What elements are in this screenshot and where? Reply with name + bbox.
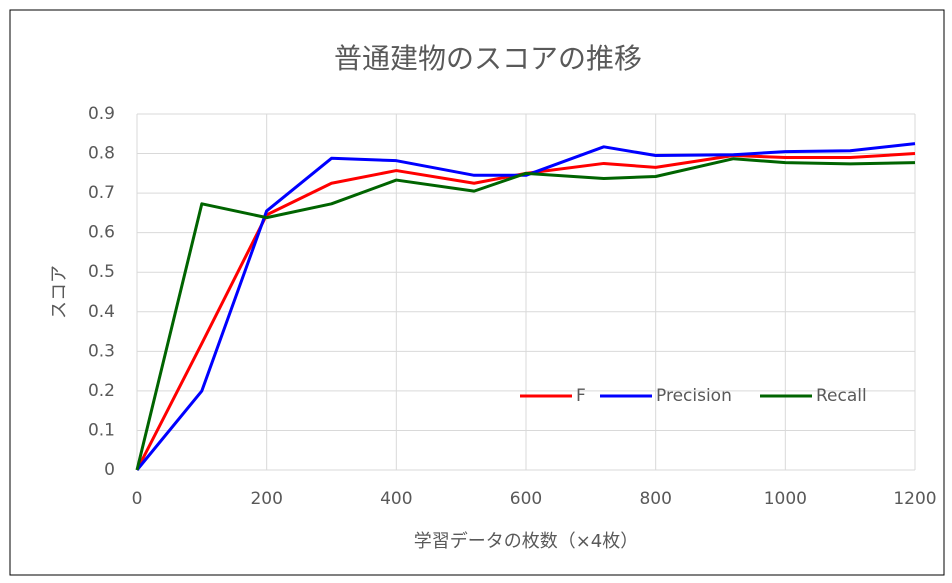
x-tick-label: 800 [639,489,671,509]
legend-label: F [576,386,586,406]
y-tick-label: 0.9 [88,104,115,124]
legend-label: Precision [656,386,732,406]
y-tick-label: 0.1 [88,420,115,440]
y-tick-label: 0.5 [88,262,115,282]
x-axis-label: 学習データの枚数（×4枚） [414,531,639,552]
chart: 普通建物のスコアの推移 学習データの枚数（×4枚） スコア 0 0.1 0.2 0.3… [0,0,952,583]
y-tick-label: 0.3 [88,341,115,361]
x-tick-label: 1200 [893,489,936,509]
y-tick-label: 0.6 [88,223,115,243]
y-tick-label: 0 [104,460,115,480]
y-tick-label: 0.4 [88,302,115,322]
x-tick-label: 200 [250,489,282,509]
chart-title: 普通建物のスコアの推移 [334,42,642,75]
x-tick-label: 1000 [764,489,807,509]
x-tick-label: 600 [510,489,542,509]
legend-label: Recall [816,386,867,406]
y-tick-label: 0.8 [88,144,115,164]
y-tick-label: 0.7 [88,183,115,203]
y-axis-label: スコア [49,265,70,319]
x-tick-label: 0 [132,489,143,509]
page: {"chart_data": {"type": "line", "title":… [0,0,952,583]
x-tick-label: 400 [380,489,412,509]
y-tick-label: 0.2 [88,381,115,401]
